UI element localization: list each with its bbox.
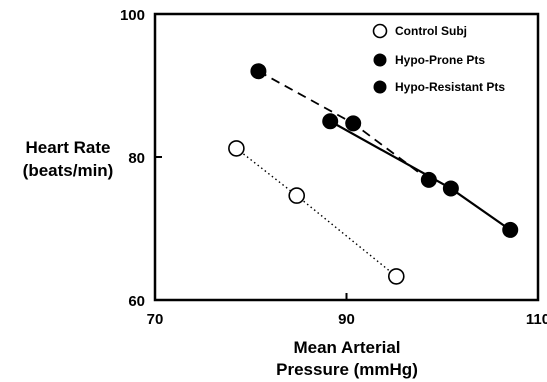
data-point-s1-2 [420, 171, 437, 188]
data-point-s2-1 [442, 180, 459, 197]
data-point-s2-2 [502, 221, 519, 238]
data-points [228, 63, 519, 285]
series-lines [235, 70, 511, 277]
legend-label-control: Control Subj [395, 24, 467, 38]
data-point-s0-2 [387, 268, 405, 285]
y-tick-label-80: 80 [128, 150, 145, 167]
data-point-s2-0 [322, 113, 339, 130]
x-tick-label-70: 70 [147, 311, 164, 328]
data-point-s1-1 [345, 115, 362, 132]
legend-marker-control [372, 23, 388, 39]
x-tick-label-90: 90 [338, 311, 355, 328]
y-axis-title-line-1: Heart Rate [25, 138, 110, 157]
axis-tick-labels: 70 90 110 60 80 100 [120, 7, 547, 328]
x-axis-title-line-1: Mean Arterial [293, 338, 400, 357]
legend-label-hypo-resistant: Hypo-Resistant Pts [395, 80, 505, 94]
series-line-2 [329, 120, 511, 231]
y-tick-label-100: 100 [120, 7, 145, 24]
legend: Control Subj Hypo-Prone Pts Hypo-Resista… [372, 23, 505, 94]
series-line-0 [235, 147, 397, 277]
axis-ticks [154, 13, 539, 301]
data-point-s0-1 [288, 187, 306, 204]
legend-marker-hypo-prone [373, 53, 387, 67]
x-axis-title-line-2: Pressure (mmHg) [276, 360, 418, 379]
data-point-s1-0 [250, 63, 267, 80]
data-point-s0-0 [228, 140, 245, 157]
legend-marker-hypo-resistant [373, 80, 387, 94]
y-axis-title-line-2: (beats/min) [23, 161, 114, 180]
x-tick-label-110: 110 [526, 311, 547, 328]
y-tick-label-60: 60 [128, 293, 145, 310]
legend-label-hypo-prone: Hypo-Prone Pts [395, 53, 485, 67]
